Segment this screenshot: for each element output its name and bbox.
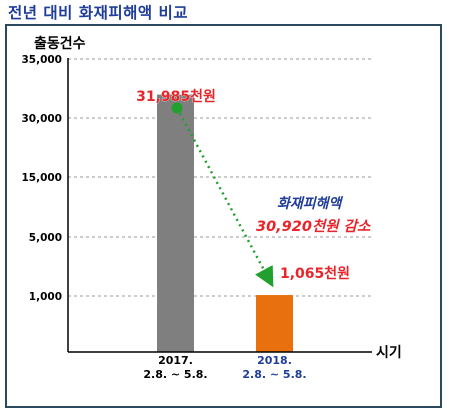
x-tick-label-period: 2.8. ~ 5.8. xyxy=(143,368,207,381)
bar-2018 xyxy=(256,295,293,352)
y-tick-label: 15,000 xyxy=(21,172,62,184)
data-labels: 31,985천원 1,065천원 xyxy=(136,89,351,283)
bar-2017 xyxy=(157,94,194,353)
x-tick-label-year: 2017. xyxy=(158,354,193,367)
x-tick-label-period: 2.8. ~ 5.8. xyxy=(242,368,306,381)
x-tick-labels: 2017.2.8. ~ 5.8.2018.2.8. ~ 5.8. xyxy=(143,354,306,381)
y-tick-label: 1,000 xyxy=(29,291,62,303)
chart-frame xyxy=(5,24,442,408)
page-title: 전년 대비 화재피해액 비교 xyxy=(8,4,189,22)
annotation-line2: 30,920천원 감소 xyxy=(256,218,371,235)
y-tick-label: 5,000 xyxy=(29,232,62,244)
data-label-2017: 31,985천원 xyxy=(136,89,216,105)
x-tick-label-year: 2018. xyxy=(257,354,292,367)
annotation-line1: 화재피해액 xyxy=(277,196,344,212)
bars xyxy=(157,94,293,353)
gridlines xyxy=(68,58,372,297)
y-tick-labels: 1,000 5,000 15,000 30,000 35,000 xyxy=(21,54,62,303)
y-tick-label: 35,000 xyxy=(21,54,62,66)
y-axis-label: 출동건수 xyxy=(34,35,86,52)
y-tick-label: 30,000 xyxy=(21,113,62,125)
x-axis-label: 시기 xyxy=(376,345,402,361)
data-label-2018: 1,065천원 xyxy=(280,266,350,282)
trend-start-dot xyxy=(171,102,183,114)
